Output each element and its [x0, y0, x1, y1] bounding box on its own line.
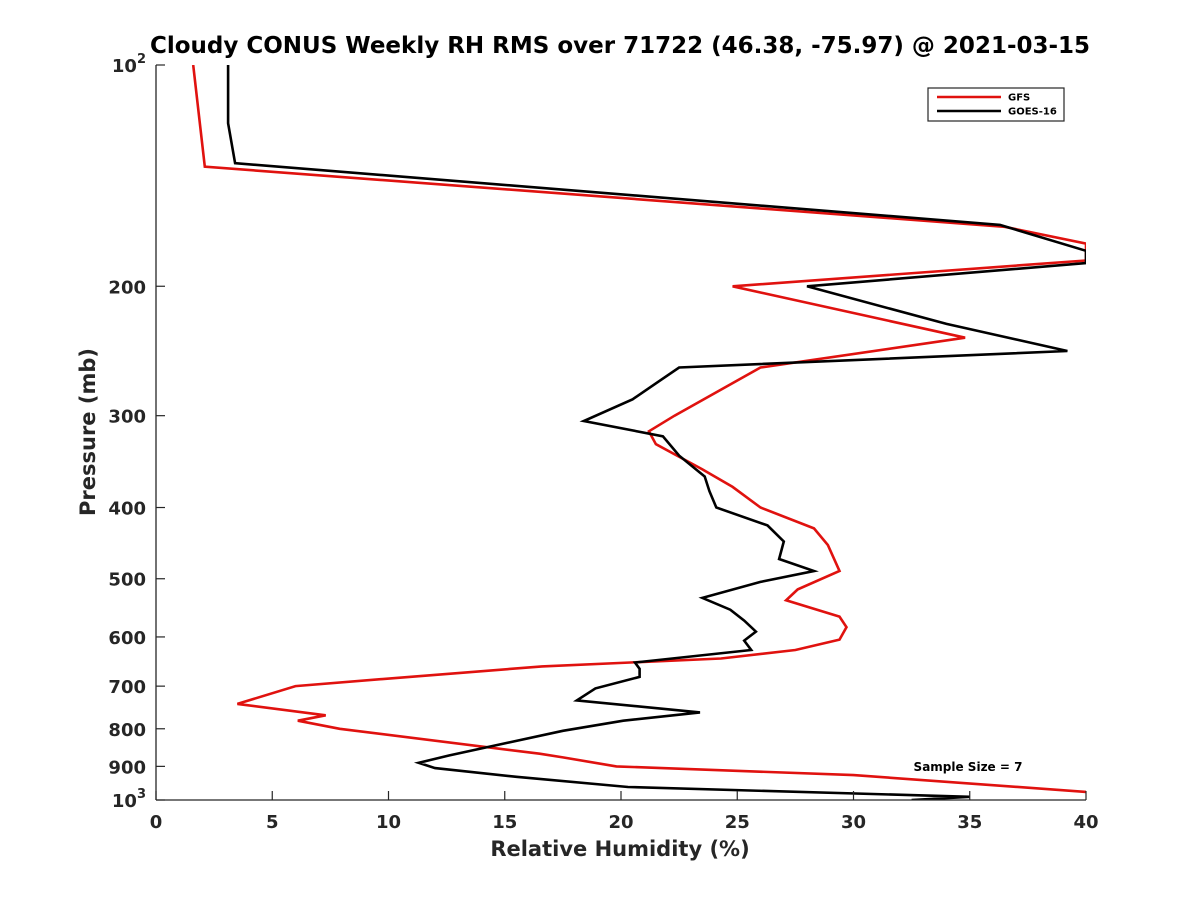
x-tick-label: 35 — [957, 812, 982, 833]
x-tick-label: 5 — [266, 812, 279, 833]
sample-size-annotation: Sample Size = 7 — [914, 760, 1023, 774]
legend: GFS GOES-16 — [927, 87, 1065, 122]
x-tick-label: 30 — [841, 812, 866, 833]
x-tick-label: 20 — [608, 812, 633, 833]
y-tick-label: 600 — [108, 628, 146, 649]
legend-label: GFS — [1008, 93, 1030, 104]
x-tick-label: 40 — [1073, 812, 1098, 833]
y-tick-label: 103 — [112, 787, 146, 812]
y-tick-label: 500 — [108, 570, 146, 591]
legend-box — [927, 87, 1065, 122]
y-tick-label: 700 — [108, 677, 146, 698]
x-tick-label: 0 — [150, 812, 163, 833]
series-layer — [191, 65, 1086, 800]
y-tick-label: 900 — [108, 757, 146, 778]
x-tick-label: 10 — [376, 812, 401, 833]
axes-frame — [156, 65, 1086, 800]
y-axis-label: Pressure (mb) — [76, 348, 100, 516]
legend-label: GOES-16 — [1008, 107, 1057, 118]
chart-title: Cloudy CONUS Weekly RH RMS over 71722 (4… — [150, 33, 1090, 59]
x-axis-ticks: 0 5 10 15 20 25 30 35 40 — [150, 791, 1099, 833]
series-line-goes-16 — [226, 65, 1086, 800]
y-tick-label: 102 — [112, 52, 146, 77]
y-tick-label: 300 — [108, 407, 146, 428]
x-tick-label: 25 — [725, 812, 750, 833]
x-axis-label: Relative Humidity (%) — [490, 837, 749, 861]
x-tick-label: 15 — [492, 812, 517, 833]
plot-area: 0 5 10 15 20 25 30 35 40 102 200 300 400 500 600 700 80… — [108, 52, 1098, 833]
y-tick-label: 200 — [108, 277, 146, 298]
y-tick-label: 800 — [108, 720, 146, 741]
series-line-gfs — [191, 65, 1086, 794]
y-tick-label: 400 — [108, 499, 146, 520]
y-axis-ticks: 102 200 300 400 500 600 700 800 900 103 — [108, 52, 165, 812]
